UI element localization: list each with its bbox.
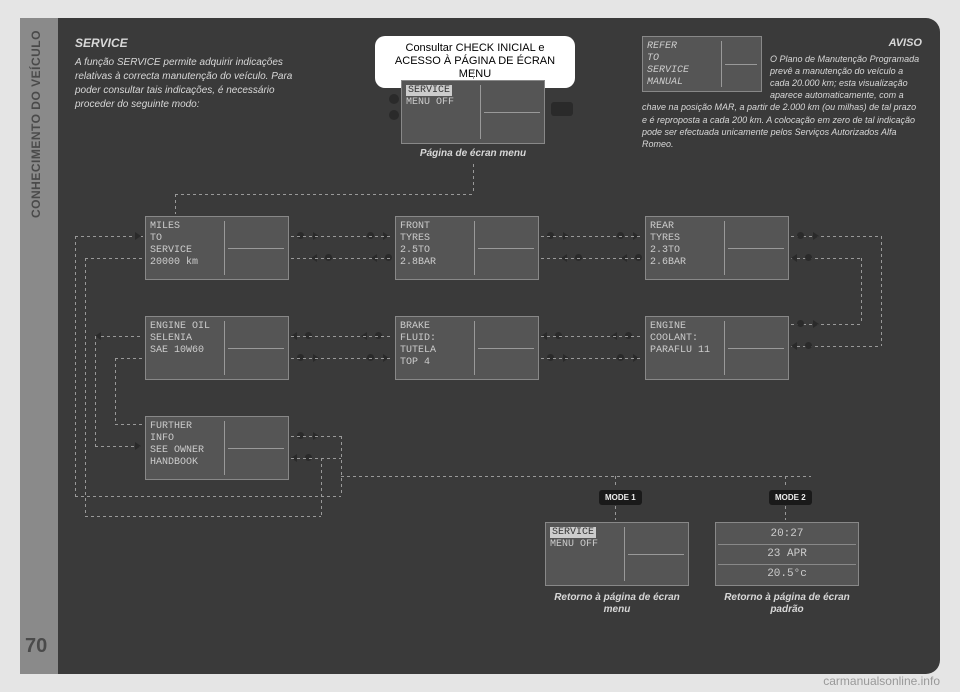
caption-return-std: Retorno à página de écran padrão <box>715 592 859 616</box>
lcd-further-info: FURTHER INFO SEE OWNER HANDBOOK <box>145 416 289 480</box>
caption-return-menu: Retorno à página de écran menu <box>545 592 689 616</box>
page-content: SERVICE A função SERVICE permite adquiri… <box>75 36 922 656</box>
sidebar-label: CONHECIMENTO DO VEÍCULO <box>29 30 43 218</box>
lcd-rear-tyres: REAR TYRES 2.3TO 2.6BAR <box>645 216 789 280</box>
arrow-right-icon <box>135 442 141 450</box>
section-body: A função SERVICE permite adquirir indica… <box>75 56 305 112</box>
lcd-menu-off-bottom: SERVICE MENU OFF <box>545 522 689 586</box>
page-number: 70 <box>25 635 47 658</box>
knob-square-icon <box>551 102 573 116</box>
lcd-standard-screen: 20:27 23 APR 20.5°c <box>715 522 859 586</box>
warning-box: REFER TO SERVICE MANUAL AVISO O Plano de… <box>642 36 922 150</box>
knob-icon <box>389 94 399 104</box>
arrow-right-icon <box>135 232 141 240</box>
lcd-miles-to-service: MILES TO SERVICE 20000 km <box>145 216 289 280</box>
arrow-left-icon <box>791 342 797 350</box>
watermark: carmanualsonline.info <box>823 674 940 688</box>
mode1-button[interactable]: MODE 1 <box>599 490 642 505</box>
arrow-right-icon <box>813 232 819 240</box>
caption-menu-page: Página de écran menu <box>401 148 545 160</box>
minus-icon <box>797 320 804 327</box>
lcd-refer-manual: REFER TO SERVICE MANUAL <box>642 36 762 92</box>
minus-icon <box>805 254 812 261</box>
arrow-right-icon <box>813 320 819 328</box>
lcd-front-tyres: FRONT TYRES 2.5TO 2.8BAR <box>395 216 539 280</box>
plus-icon <box>797 232 804 239</box>
sidebar-tab: CONHECIMENTO DO VEÍCULO 70 <box>20 18 58 674</box>
knob-icon <box>389 110 399 120</box>
manual-page: CONHECIMENTO DO VEÍCULO 70 SERVICE A fun… <box>20 18 940 674</box>
lcd-brake-fluid: BRAKE FLUID: TUTELA TOP 4 <box>395 316 539 380</box>
arrow-left-icon <box>791 254 797 262</box>
lcd-engine-oil: ENGINE OIL SELENIA SAE 10W60 <box>145 316 289 380</box>
lcd-menu-off-top: SERVICE MENU OFF <box>401 80 545 144</box>
mode2-button[interactable]: MODE 2 <box>769 490 812 505</box>
lcd-engine-coolant: ENGINE COOLANT: PARAFLU 11 <box>645 316 789 380</box>
plus-icon <box>805 342 812 349</box>
